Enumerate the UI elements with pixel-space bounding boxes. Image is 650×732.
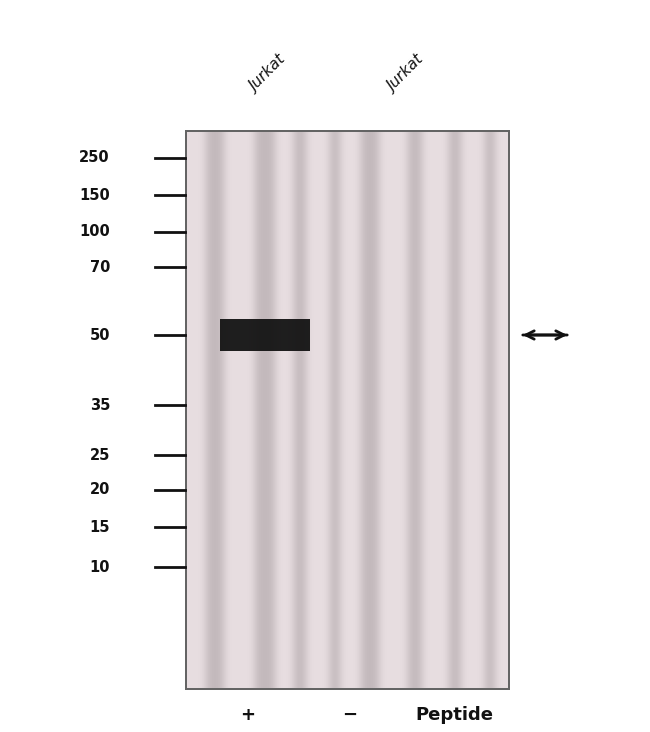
Text: −: − [343,706,358,724]
Text: 15: 15 [90,520,110,534]
Text: 250: 250 [79,151,110,165]
Text: 10: 10 [90,559,110,575]
Text: 50: 50 [90,327,110,343]
Text: 25: 25 [90,447,110,463]
Text: 100: 100 [79,225,110,239]
Text: +: + [240,706,255,724]
Text: 20: 20 [90,482,110,498]
Text: Jurkat: Jurkat [247,53,289,95]
Text: Jurkat: Jurkat [385,53,427,95]
Text: 150: 150 [79,187,110,203]
Text: Peptide: Peptide [415,706,493,724]
Text: 70: 70 [90,260,110,274]
Text: 35: 35 [90,397,110,413]
